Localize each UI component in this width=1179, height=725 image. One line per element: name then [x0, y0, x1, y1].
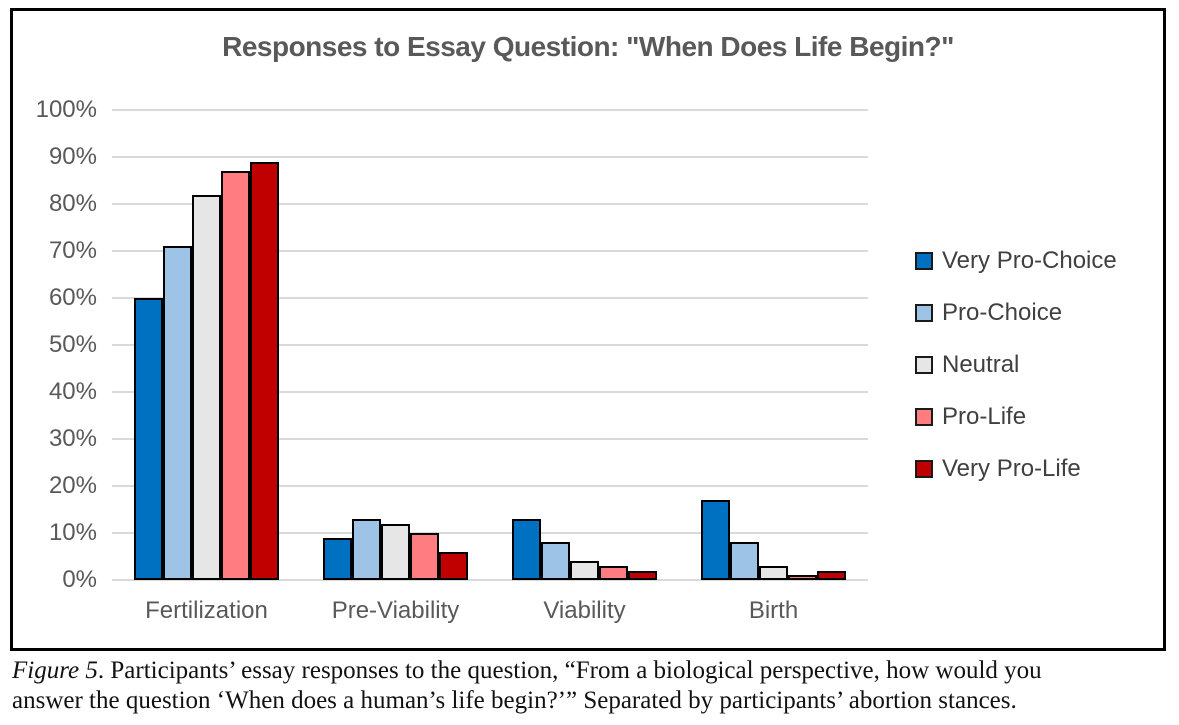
gridline	[112, 532, 868, 534]
y-axis-tick-label: 10%	[48, 519, 97, 546]
gridline	[112, 391, 868, 393]
caption-line1: . Participants’ essay responses to the q…	[97, 657, 1042, 684]
y-axis-tick-label: 80%	[48, 190, 97, 217]
y-axis-tick-label: 100%	[35, 96, 97, 123]
legend-swatch-icon	[915, 460, 933, 478]
bar-birth-pro-life	[788, 575, 817, 580]
legend-swatch-icon	[915, 356, 933, 374]
y-axis-tick-label: 90%	[48, 143, 97, 170]
y-axis-tick-label: 20%	[48, 472, 97, 499]
y-axis-tick-label: 50%	[48, 331, 97, 358]
x-axis-category-label: Birth	[748, 597, 799, 624]
y-axis-tick-label: 60%	[48, 284, 97, 311]
bar-birth-very-pro-choice	[701, 500, 730, 580]
chart-box: Responses to Essay Question: "When Does …	[10, 8, 1166, 651]
gridline	[112, 203, 868, 205]
gridline	[112, 156, 868, 158]
bar-fertilization-pro-choice	[163, 246, 192, 580]
legend-item: Neutral	[915, 351, 1019, 379]
legend-item: Very Pro-Life	[915, 455, 1081, 483]
x-axis-category-label: Viability	[543, 597, 626, 624]
legend-item: Pro-Life	[915, 403, 1026, 431]
legend-swatch-icon	[915, 252, 933, 270]
bar-viability-very-pro-life	[628, 570, 657, 580]
legend-item: Pro-Choice	[915, 299, 1062, 327]
chart-title: Responses to Essay Question: "When Does …	[222, 31, 954, 62]
caption-figure-number: Figure 5	[12, 657, 98, 684]
gridline	[112, 250, 868, 252]
bar-viability-pro-choice	[541, 542, 570, 580]
x-axis-category-label: Pre-Viability	[331, 597, 460, 624]
legend-item: Very Pro-Choice	[915, 247, 1117, 275]
gridline	[112, 579, 868, 581]
y-axis-tick-label: 40%	[48, 378, 97, 405]
legend-label: Very Pro-Choice	[942, 247, 1117, 274]
gridline	[112, 297, 868, 299]
gridline	[112, 438, 868, 440]
bar-birth-very-pro-life	[817, 570, 846, 580]
legend-label: Pro-Choice	[942, 299, 1063, 326]
bar-birth-pro-choice	[730, 542, 759, 580]
y-axis-tick-label: 0%	[62, 566, 97, 593]
gridline	[112, 344, 868, 346]
gridline	[112, 109, 868, 111]
plot-area	[112, 109, 868, 581]
bar-pre-viability-pro-choice	[352, 518, 381, 580]
bar-pre-viability-very-pro-life	[439, 551, 468, 580]
bar-fertilization-very-pro-life	[250, 161, 279, 580]
bar-pre-viability-pro-life	[410, 533, 439, 580]
caption-line2: answer the question ‘When does a human’s…	[12, 687, 1017, 714]
y-axis-tick-label: 30%	[48, 425, 97, 452]
bar-viability-pro-life	[599, 565, 628, 580]
y-axis-tick-label: 70%	[48, 237, 97, 264]
x-axis-category-label: Fertilization	[145, 597, 268, 624]
bar-viability-neutral	[570, 561, 599, 580]
bar-birth-neutral	[759, 565, 788, 580]
bar-viability-very-pro-choice	[512, 518, 541, 580]
figure-caption: Figure 5. Participants’ essay responses …	[12, 656, 1172, 716]
bar-fertilization-very-pro-choice	[134, 298, 163, 580]
legend-label: Pro-Life	[942, 403, 1027, 430]
bar-pre-viability-neutral	[381, 523, 410, 580]
bar-fertilization-pro-life	[221, 171, 250, 580]
legend: Very Pro-Choice Pro-Choice Neutral Pro-Life…	[915, 11, 1155, 648]
legend-label: Very Pro-Life	[942, 455, 1081, 482]
legend-swatch-icon	[915, 304, 933, 322]
legend-label: Neutral	[942, 351, 1020, 378]
gridline	[112, 485, 868, 487]
bar-fertilization-neutral	[192, 194, 221, 580]
legend-swatch-icon	[915, 408, 933, 426]
bar-pre-viability-very-pro-choice	[323, 537, 352, 580]
